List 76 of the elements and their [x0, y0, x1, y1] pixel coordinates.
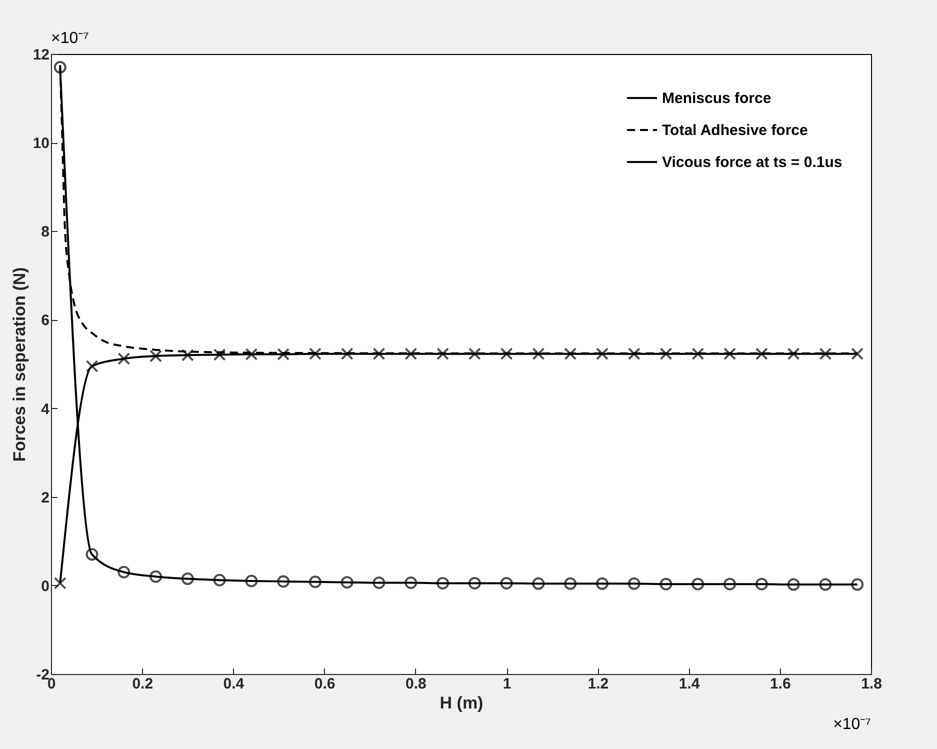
point	[564, 577, 577, 590]
point	[468, 576, 481, 590]
point	[755, 578, 768, 590]
y-tick-label: 10	[32, 135, 50, 152]
legend-label: Meniscus force	[662, 90, 772, 107]
point	[787, 348, 800, 360]
point	[596, 577, 608, 590]
point	[150, 570, 162, 583]
point	[308, 348, 322, 360]
x-tick-label: 0.4	[223, 676, 245, 692]
legend-label: Vicous force at ts = 0.1us	[662, 154, 842, 171]
point	[819, 348, 832, 360]
point	[692, 348, 704, 360]
point	[660, 578, 672, 590]
point	[54, 61, 66, 74]
point	[213, 574, 226, 586]
point	[564, 348, 577, 360]
x-tick-label: 1.6	[770, 676, 791, 692]
x-tick-label: 0.6	[314, 676, 336, 692]
text: ×10⁻⁷	[833, 716, 872, 733]
x-tick-label: 1.4	[678, 676, 700, 692]
point	[54, 576, 66, 590]
x-tick-label: 0.2	[132, 676, 154, 692]
point	[628, 348, 640, 360]
point	[819, 578, 832, 591]
point	[372, 348, 386, 360]
point	[787, 578, 800, 591]
x-tick-label: 0.8	[406, 676, 426, 692]
x-tick-label: 1	[502, 676, 512, 692]
y-tick-label: 12	[32, 46, 50, 64]
point	[436, 576, 450, 590]
point	[724, 348, 736, 360]
point	[150, 350, 162, 362]
y-tick-label: 2	[41, 489, 50, 506]
text: ×10⁻⁷	[51, 30, 90, 47]
point	[118, 352, 130, 365]
point	[245, 348, 258, 360]
y-tick-label: -2	[36, 666, 50, 684]
point	[308, 576, 322, 588]
point	[245, 574, 258, 588]
point	[724, 578, 736, 590]
point	[532, 577, 545, 590]
point	[86, 548, 98, 561]
point	[340, 348, 354, 360]
point	[277, 348, 290, 360]
point	[213, 348, 226, 361]
y-tick-label: 8	[41, 224, 50, 241]
point	[340, 576, 354, 589]
point	[532, 348, 545, 360]
x-tick-label: 1.2	[588, 676, 609, 692]
point	[404, 348, 418, 360]
y-tick-label: 6	[41, 312, 50, 330]
point	[181, 572, 194, 586]
y-tick-label: 4	[41, 400, 50, 418]
x-axis-title: H (m)	[440, 694, 484, 712]
point	[660, 348, 672, 360]
point	[692, 578, 704, 590]
x-tick-label: 1.8	[861, 676, 882, 692]
point	[86, 360, 98, 372]
point	[628, 577, 640, 590]
point	[277, 575, 290, 588]
point	[851, 578, 864, 591]
point	[468, 348, 481, 360]
point	[500, 348, 513, 360]
y-axis-title: Forces in seperation (N)	[10, 267, 29, 462]
point	[372, 576, 386, 590]
point	[118, 566, 130, 578]
y-tick-label: 0	[41, 578, 50, 595]
point	[436, 348, 450, 360]
point	[851, 348, 864, 360]
point	[755, 348, 768, 360]
point	[404, 576, 418, 590]
point	[500, 576, 513, 590]
point	[181, 348, 194, 362]
point	[596, 348, 608, 360]
legend-label: Total Adhesive force	[662, 122, 808, 139]
